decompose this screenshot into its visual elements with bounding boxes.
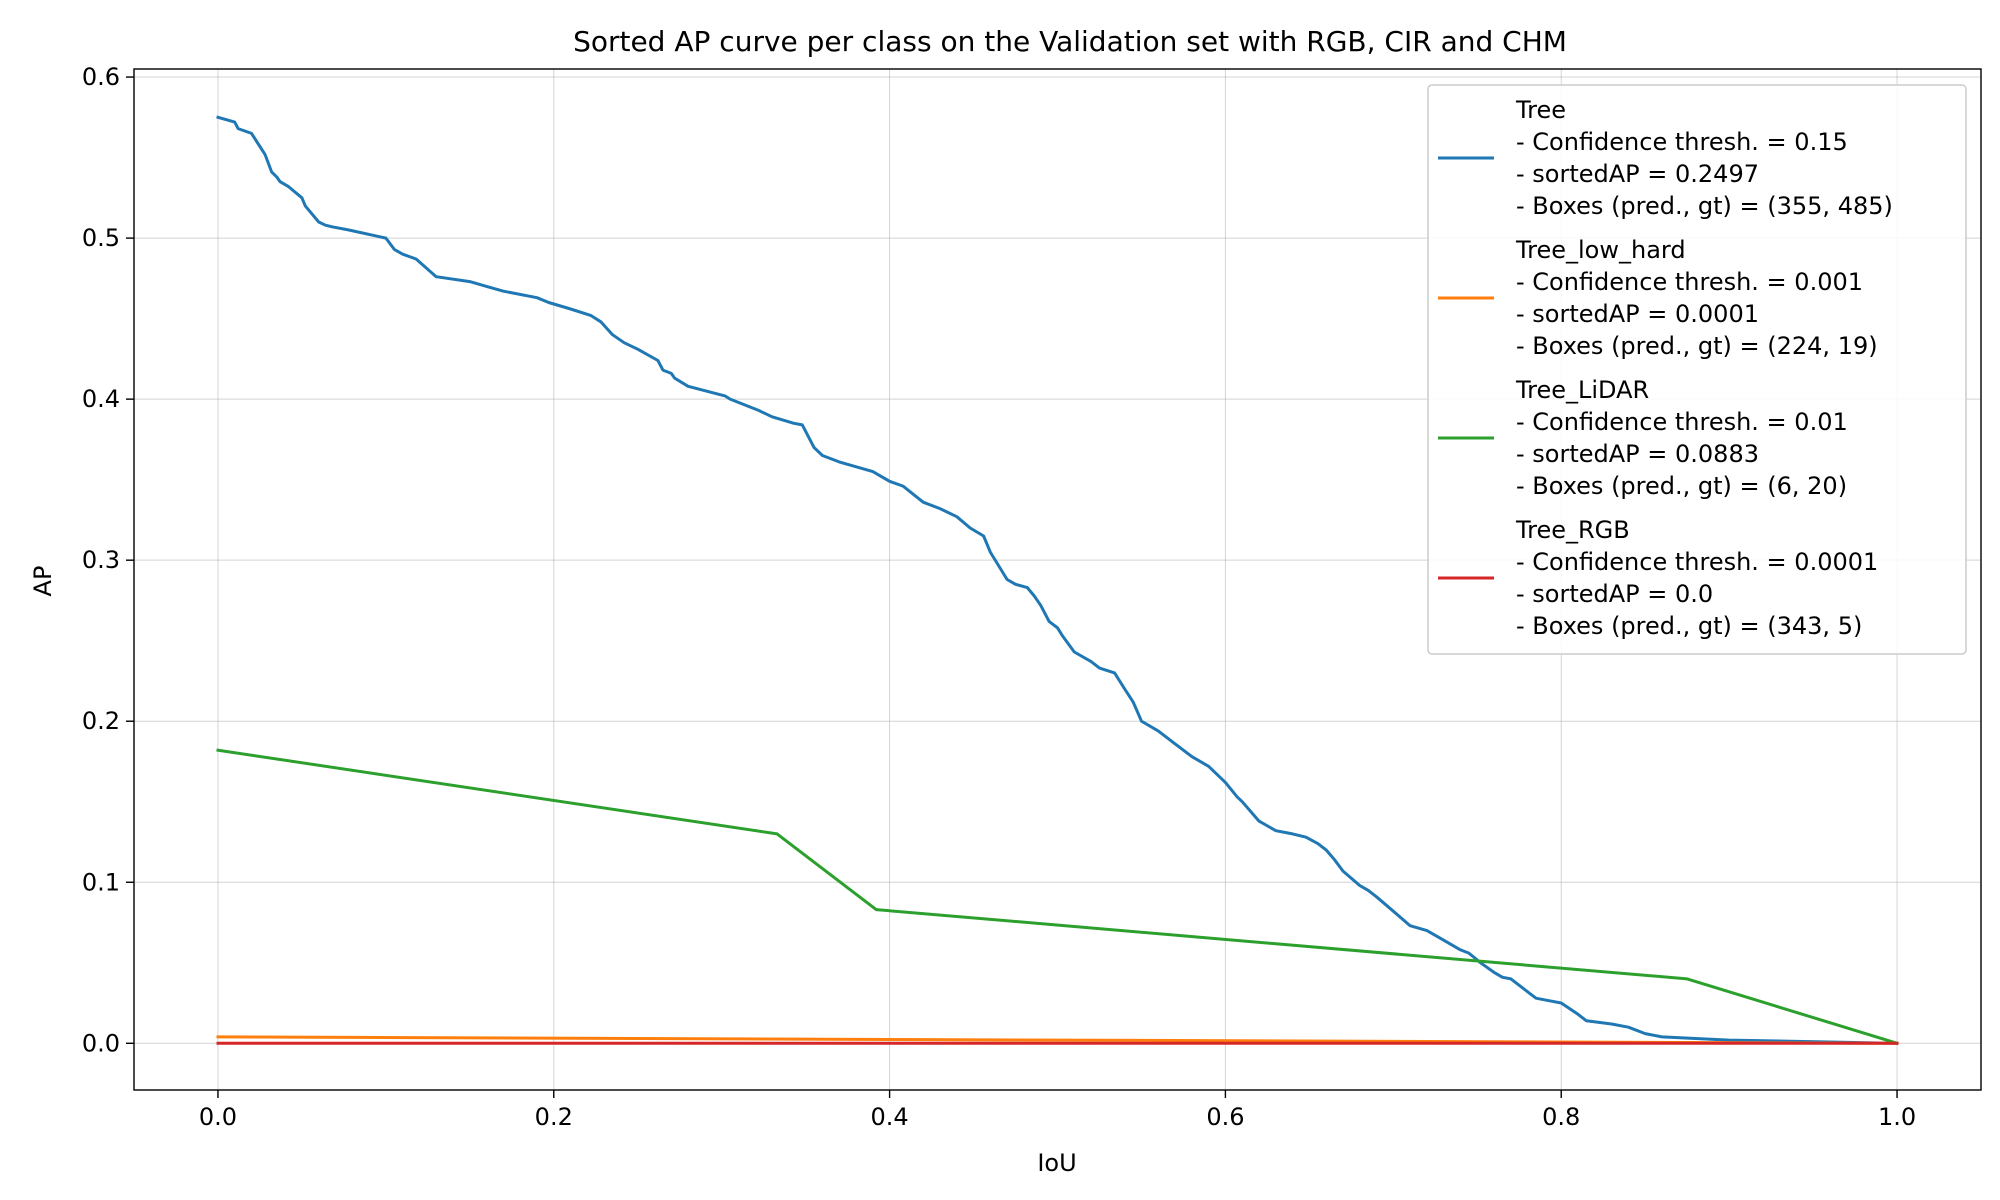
legend-label-tree-low-hard: Tree_low_hard <box>1515 236 1686 264</box>
x-tick-label: 0.4 <box>871 1103 909 1131</box>
legend-detail-tree-lidar: - Confidence thresh. = 0.01 <box>1516 408 1848 436</box>
y-tick-label: 0.5 <box>82 224 120 252</box>
legend-detail-tree-rgb: - Confidence thresh. = 0.0001 <box>1516 548 1878 576</box>
legend-detail-tree-low-hard: - sortedAP = 0.0001 <box>1516 300 1759 328</box>
x-tick-label: 0.2 <box>535 1103 573 1131</box>
y-tick-label: 0.1 <box>82 868 120 896</box>
legend: Tree - Confidence thresh. = 0.15 - sortedA… <box>1427 84 1967 655</box>
chart-title: Sorted AP curve per class on the Validat… <box>573 25 1567 58</box>
x-tick-label: 0.0 <box>199 1103 237 1131</box>
y-tick-label: 0.3 <box>82 546 120 574</box>
x-tick-label: 0.6 <box>1206 1103 1244 1131</box>
axis-ticks: 0.0 0.2 0.4 0.6 0.8 1.0 0.0 0.1 0.2 0.3 0.4 0.5 0.6 <box>82 63 1916 1131</box>
legend-label-tree-lidar: Tree_LiDAR <box>1515 376 1649 404</box>
legend-detail-tree: - Boxes (pred., gt) = (355, 485) <box>1516 192 1893 220</box>
legend-detail-tree-lidar: - sortedAP = 0.0883 <box>1516 440 1759 468</box>
legend-detail-tree-lidar: - Boxes (pred., gt) = (6, 20) <box>1516 472 1847 500</box>
legend-box <box>1427 84 1967 655</box>
series-line-tree-lidar <box>216 748 1899 1046</box>
legend-detail-tree-rgb: - Boxes (pred., gt) = (343, 5) <box>1516 612 1862 640</box>
legend-detail-tree: - Confidence thresh. = 0.15 <box>1516 128 1848 156</box>
series-line-tree <box>216 115 1899 1045</box>
y-axis-label: AP <box>29 566 57 597</box>
legend-label-tree: Tree <box>1515 96 1566 124</box>
x-tick-label: 1.0 <box>1878 1103 1916 1131</box>
x-axis-label: IoU <box>1037 1149 1076 1177</box>
legend-detail-tree-low-hard: - Boxes (pred., gt) = (224, 19) <box>1516 332 1878 360</box>
y-tick-label: 0.0 <box>82 1029 120 1057</box>
series-lines <box>216 115 1899 1046</box>
legend-label-tree-rgb: Tree_RGB <box>1515 516 1630 544</box>
legend-entries: Tree - Confidence thresh. = 0.15 - sortedA… <box>1438 96 1893 640</box>
plot-frame <box>133 68 1982 1091</box>
y-tick-label: 0.2 <box>82 707 120 735</box>
y-tick-label: 0.4 <box>82 385 120 413</box>
x-tick-label: 0.8 <box>1542 1103 1580 1131</box>
legend-detail-tree: - sortedAP = 0.2497 <box>1516 160 1759 188</box>
legend-detail-tree-low-hard: - Confidence thresh. = 0.001 <box>1516 268 1863 296</box>
legend-detail-tree-rgb: - sortedAP = 0.0 <box>1516 580 1713 608</box>
y-tick-label: 0.6 <box>82 63 120 91</box>
